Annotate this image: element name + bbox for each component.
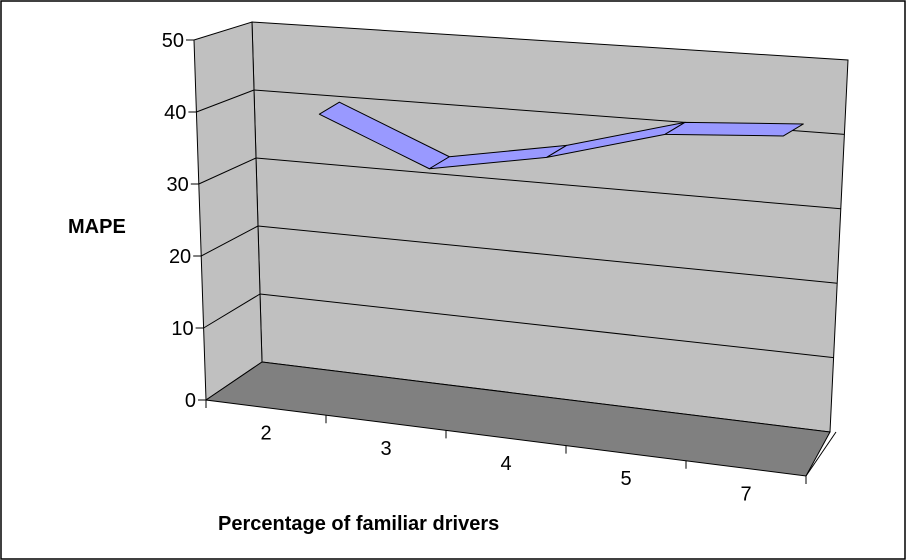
floor-right-edge xyxy=(805,431,837,477)
gridline-side xyxy=(200,225,259,257)
y-tick-label: 10 xyxy=(171,318,193,340)
floor xyxy=(204,361,831,477)
x-tick-label: 5 xyxy=(620,468,631,490)
y-axis-title: MAPE xyxy=(68,216,126,238)
x-tick-label: 7 xyxy=(740,483,751,505)
x-axis-title: Percentage of familiar drivers xyxy=(218,513,499,535)
gridline-back xyxy=(257,225,838,284)
x-tick-label: 4 xyxy=(500,453,511,475)
gridline-side xyxy=(196,89,255,113)
gridline-side xyxy=(198,157,257,185)
y-tick-label: 40 xyxy=(164,102,186,124)
side-wall xyxy=(193,21,263,401)
back-wall xyxy=(251,21,849,433)
x-tick-label: 2 xyxy=(260,423,271,445)
y-tick-label: 0 xyxy=(185,390,196,412)
y-tick-label: 30 xyxy=(167,174,189,196)
x-tick-label: 3 xyxy=(380,438,391,460)
y-tick-label: 20 xyxy=(169,246,191,268)
gridline-back xyxy=(255,157,841,210)
y-tick-label: 50 xyxy=(162,30,184,52)
series-segment xyxy=(664,121,804,137)
gridline-back xyxy=(259,293,834,359)
gridline-side xyxy=(203,293,261,329)
